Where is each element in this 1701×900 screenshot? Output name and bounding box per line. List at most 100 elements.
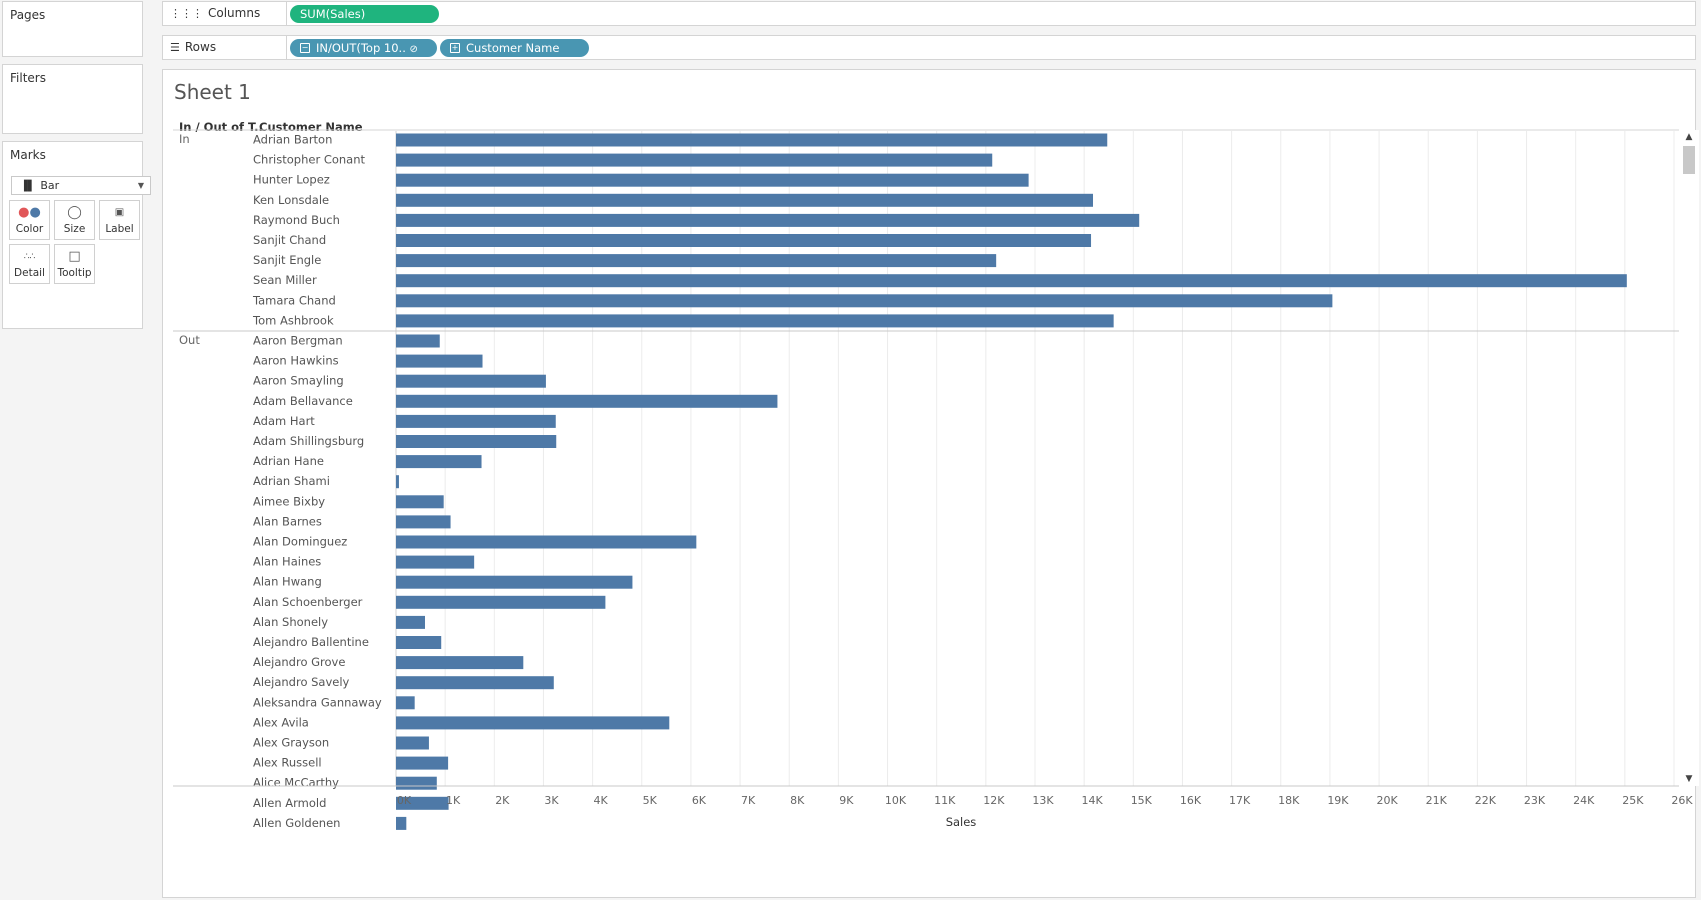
scroll-down-icon[interactable]: ▼ bbox=[1685, 774, 1693, 784]
x-tick-label: 1K bbox=[446, 794, 461, 807]
customer-label: Alan Hwang bbox=[253, 575, 322, 589]
columns-icon: ⋮⋮⋮ bbox=[170, 7, 203, 20]
customer-label: Aleksandra Gannaway bbox=[253, 695, 382, 709]
customer-label: Allen Goldenen bbox=[253, 816, 340, 830]
customer-label: Adrian Hane bbox=[253, 454, 324, 468]
scroll-thumb[interactable] bbox=[1683, 146, 1695, 174]
x-tick-label: 8K bbox=[790, 794, 805, 807]
mark-type-dropdown[interactable]: ▐▌ Bar ▼ bbox=[11, 176, 151, 195]
tooltip-icon: □ bbox=[68, 249, 81, 264]
sales-bar bbox=[396, 475, 399, 489]
rows-shelf-label: ☰ Rows bbox=[163, 36, 287, 59]
size-label: Size bbox=[63, 223, 86, 235]
sales-bar bbox=[396, 153, 993, 167]
customer-label: Tamara Chand bbox=[252, 293, 336, 307]
customer-label: Alex Russell bbox=[253, 756, 322, 770]
sheet-title: Sheet 1 bbox=[174, 80, 251, 104]
customer-label: Alice McCarthy bbox=[253, 776, 339, 790]
x-tick-label: 21K bbox=[1426, 794, 1448, 807]
x-tick-label: 26K bbox=[1671, 794, 1693, 807]
color-button[interactable]: ●● Color bbox=[9, 200, 50, 240]
customer-label: Sean Miller bbox=[253, 273, 317, 287]
sales-bar bbox=[396, 515, 451, 529]
customer-label: Aaron Bergman bbox=[253, 334, 343, 348]
customer-label: Adrian Shami bbox=[253, 474, 330, 488]
customer-label: Alan Schoenberger bbox=[253, 595, 363, 609]
x-tick-label: 14K bbox=[1082, 794, 1104, 807]
marks-card: Marks ▐▌ Bar ▼ ●● Color ◯ Size ▣ Label ∴∴… bbox=[2, 141, 151, 329]
customer-label: Alan Dominguez bbox=[253, 535, 347, 549]
pages-card[interactable]: Pages bbox=[2, 1, 143, 57]
x-tick-label: 23K bbox=[1524, 794, 1546, 807]
customer-label: Alan Haines bbox=[253, 555, 321, 569]
mark-type-label: Bar bbox=[40, 179, 60, 192]
customer-label: Aaron Hawkins bbox=[253, 354, 339, 368]
x-tick-label: 7K bbox=[741, 794, 756, 807]
x-tick-label: 16K bbox=[1180, 794, 1202, 807]
group-label: Out bbox=[179, 333, 200, 347]
x-tick-label: 15K bbox=[1131, 794, 1153, 807]
label-button[interactable]: ▣ Label bbox=[99, 200, 140, 240]
customer-label: Allen Armold bbox=[253, 796, 326, 810]
x-tick-label: 17K bbox=[1229, 794, 1251, 807]
detail-button[interactable]: ∴∴ Detail bbox=[9, 244, 50, 284]
sales-bar bbox=[396, 535, 697, 549]
x-tick-label: 9K bbox=[839, 794, 854, 807]
sales-bar bbox=[396, 274, 1627, 288]
tooltip-button[interactable]: □ Tooltip bbox=[54, 244, 95, 284]
sales-bar bbox=[396, 435, 557, 448]
sheet-view: Sheet 1 In / Out of T.. Customer Name In… bbox=[162, 69, 1699, 898]
customer-label: Alan Barnes bbox=[253, 514, 322, 528]
chevron-down-icon: ▼ bbox=[137, 181, 144, 190]
sales-bar bbox=[396, 213, 1140, 227]
x-tick-label: 0K bbox=[397, 794, 412, 807]
sales-bar bbox=[396, 575, 633, 589]
customer-label: Aimee Bixby bbox=[253, 494, 325, 508]
size-button[interactable]: ◯ Size bbox=[54, 200, 95, 240]
scroll-up-icon[interactable]: ▲ bbox=[1685, 132, 1693, 142]
sales-bar bbox=[396, 234, 1092, 247]
sales-bar bbox=[396, 736, 429, 750]
sales-bar bbox=[396, 716, 670, 730]
vertical-scrollbar[interactable]: ▲ ▼ bbox=[1681, 130, 1699, 786]
label-icon: ▣ bbox=[114, 207, 125, 218]
customer-label: Sanjit Chand bbox=[253, 233, 326, 247]
color-label: Color bbox=[15, 223, 44, 235]
detail-label: Detail bbox=[14, 267, 45, 279]
sales-bar bbox=[396, 354, 483, 368]
customer-label: Aaron Smayling bbox=[253, 374, 344, 388]
x-tick-label: 2K bbox=[495, 794, 510, 807]
label-label: Label bbox=[105, 223, 134, 235]
columns-shelf[interactable]: ⋮⋮⋮ Columns SUM(Sales) bbox=[162, 1, 1696, 26]
set-icon: ⊘ bbox=[409, 44, 418, 55]
sales-bar bbox=[396, 756, 449, 770]
sum-sales-pill[interactable]: SUM(Sales) bbox=[290, 5, 439, 23]
customer-label: Adam Bellavance bbox=[253, 394, 353, 408]
x-tick-label: 5K bbox=[643, 794, 658, 807]
sales-bar bbox=[396, 615, 426, 629]
customer-label: Adrian Barton bbox=[253, 133, 332, 147]
bar-chart-icon: ▐▌ bbox=[20, 181, 36, 192]
customer-label: Raymond Buch bbox=[253, 213, 340, 227]
rows-shelf[interactable]: ☰ Rows − IN/OUT(Top 10.. ⊘ + Customer Name bbox=[162, 35, 1696, 60]
customer-name-pill[interactable]: + Customer Name bbox=[440, 39, 589, 57]
customer-label: Sanjit Engle bbox=[253, 253, 321, 267]
x-tick-label: 12K bbox=[983, 794, 1005, 807]
customer-label: Ken Lonsdale bbox=[253, 193, 329, 207]
sales-bar bbox=[396, 696, 415, 710]
x-tick-label: 4K bbox=[594, 794, 609, 807]
x-tick-label: 19K bbox=[1327, 794, 1349, 807]
detail-icon: ∴∴ bbox=[23, 252, 36, 262]
in-out-set-pill[interactable]: − IN/OUT(Top 10.. ⊘ bbox=[290, 39, 437, 57]
sales-bar bbox=[396, 676, 554, 690]
customer-label: Adam Hart bbox=[253, 414, 315, 428]
customer-label: Alan Shonely bbox=[253, 615, 328, 629]
group-label: In bbox=[179, 132, 190, 146]
sales-bar bbox=[396, 294, 1333, 308]
sales-bar bbox=[396, 254, 997, 268]
customer-label: Alex Avila bbox=[253, 715, 309, 729]
size-icon: ◯ bbox=[67, 205, 82, 220]
filters-card[interactable]: Filters bbox=[2, 64, 143, 134]
customer-label: Alex Grayson bbox=[253, 736, 329, 750]
x-tick-label: 10K bbox=[885, 794, 907, 807]
